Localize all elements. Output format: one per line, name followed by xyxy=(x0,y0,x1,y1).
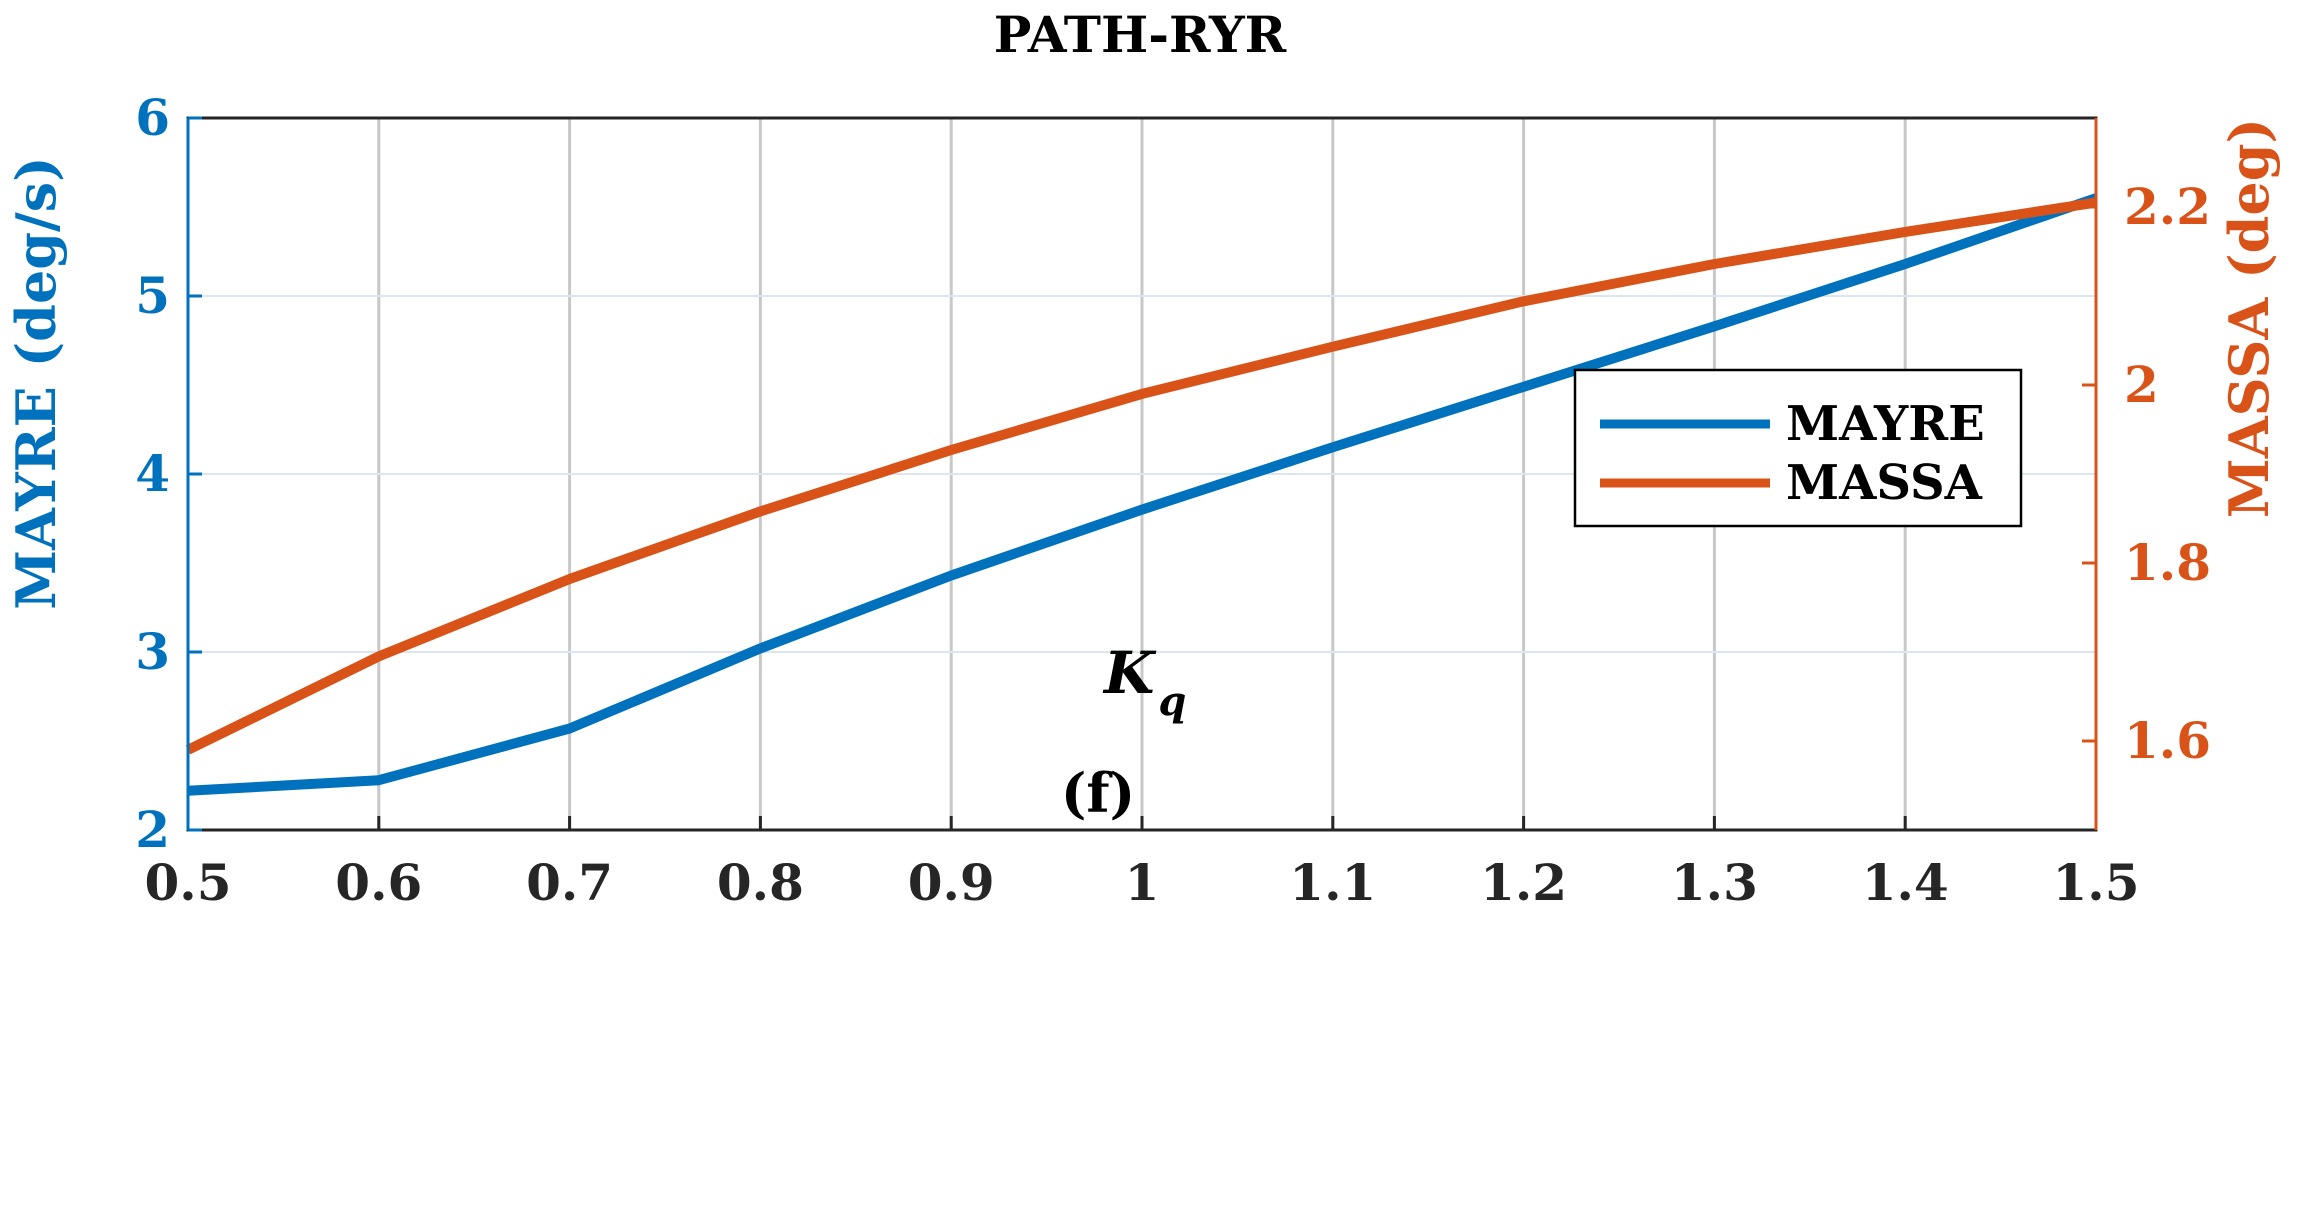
y-left-tick-label: 2 xyxy=(135,800,170,859)
y-left-tick-label: 6 xyxy=(135,88,170,147)
x-tick-label: 0.9 xyxy=(908,853,995,912)
x-axis-label-subscript: q xyxy=(1158,678,1186,725)
y-right-tick-label: 2.2 xyxy=(2124,177,2211,236)
x-tick-label: 1.3 xyxy=(1671,853,1758,912)
legend-box xyxy=(1573,368,2023,528)
x-tick-label: 0.8 xyxy=(717,853,804,912)
x-tick-label: 0.7 xyxy=(526,853,613,912)
x-tick-label: 1.2 xyxy=(1480,853,1567,912)
x-tick-label: 0.6 xyxy=(335,853,422,912)
y-axis-right-label: MASSA (deg) xyxy=(2217,118,2281,518)
y-right-tick-label: 2 xyxy=(2124,355,2159,414)
y-left-tick-label: 5 xyxy=(135,266,170,325)
legend: MAYRE MASSA xyxy=(1573,368,2023,528)
x-tick-label: 1.4 xyxy=(1862,853,1949,912)
y-right-tick-label: 1.8 xyxy=(2124,533,2211,592)
x-tick-label: 1.1 xyxy=(1289,853,1376,912)
y-right-tick-label: 1.6 xyxy=(2124,711,2211,770)
x-tick-label: 0.5 xyxy=(145,853,232,912)
x-tick-label: 1.5 xyxy=(2053,853,2140,912)
series-line-mayre xyxy=(187,193,2098,796)
series-lines xyxy=(185,193,2098,796)
axes: 0.5 0.6 0.7 0.8 0.9 1 1.1 1.2 1.3 1.4 1.5 2 3 4 5 6 1.6 1… xyxy=(135,88,2211,912)
chart-title: PATH-RYR xyxy=(994,5,1287,64)
legend-label-mayre: MAYRE xyxy=(1786,396,1985,452)
x-tick-label: 1 xyxy=(1125,853,1160,912)
legend-label-massa: MASSA xyxy=(1786,455,1983,511)
y-left-tick-label: 3 xyxy=(135,622,170,681)
figure-caption: (f) xyxy=(1061,761,1135,825)
series-line-massa xyxy=(185,197,2097,755)
y-left-tick-label: 4 xyxy=(135,444,170,503)
x-axis-label-main: K xyxy=(1102,639,1157,707)
y-axis-left-label: MAYRE (deg/s) xyxy=(4,156,68,609)
